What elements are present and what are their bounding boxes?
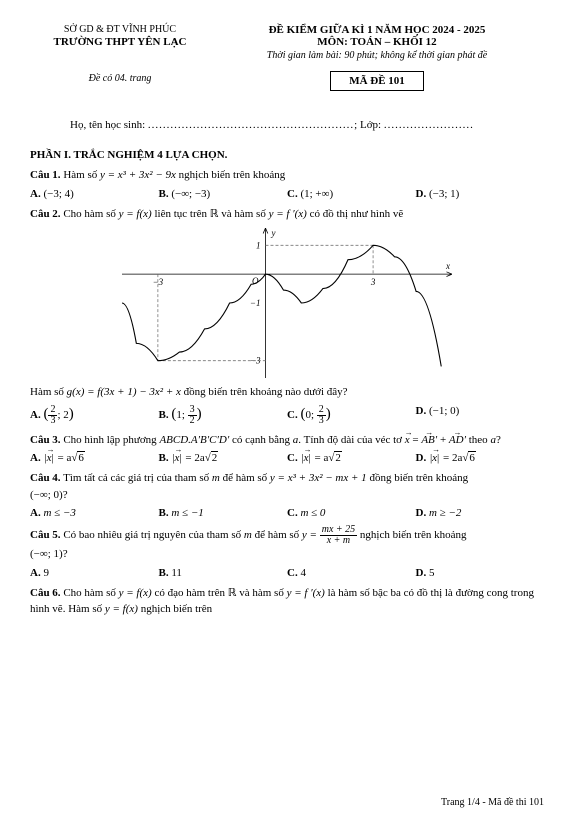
section1-title: PHẦN I. TRẮC NGHIỆM 4 LỰA CHỌN. bbox=[30, 149, 544, 161]
svg-text:O: O bbox=[252, 276, 259, 286]
q1-stem-b: nghịch biến trên khoảng bbox=[176, 169, 285, 181]
q2-label: Câu 2. bbox=[30, 208, 61, 220]
q4-opt-b: B. m ≤ −1 bbox=[159, 507, 288, 519]
q3-opt-c: C. x = a√2 bbox=[287, 452, 416, 464]
page-count: Đề có 04. trang bbox=[30, 73, 210, 91]
q4-opt-a: A. m ≤ −3 bbox=[30, 507, 159, 519]
q2-graph: xyO−331−1−3 bbox=[122, 228, 452, 378]
school-block: SỞ GD & ĐT VĨNH PHÚC TRƯỜNG THPT YÊN LẠC bbox=[30, 24, 210, 61]
q6-label: Câu 6. bbox=[30, 587, 61, 599]
q4-label: Câu 4. bbox=[30, 472, 61, 484]
name-line: Họ, tên học sinh: ......................… bbox=[70, 119, 544, 131]
exam-time: Thời gian làm bài: 90 phút; không kể thờ… bbox=[210, 50, 544, 61]
footer-page: Trang 1/4 - Mã đề thi 101 bbox=[441, 797, 544, 808]
department: SỞ GD & ĐT VĨNH PHÚC bbox=[30, 24, 210, 35]
exam-title: ĐỀ KIỂM GIỮA KÌ 1 NĂM HỌC 2024 - 2025 bbox=[210, 24, 544, 36]
q4-opt-c: C. m ≤ 0 bbox=[287, 507, 416, 519]
exam-subject: MÔN: TOÁN – KHỐI 12 bbox=[210, 36, 544, 48]
q5-opt-c: C. 4 bbox=[287, 567, 416, 579]
q1-opt-b: B. (−∞; −3) bbox=[159, 188, 288, 200]
q1-opt-c: C. (1; +∞) bbox=[287, 188, 416, 200]
q1-label: Câu 1. bbox=[30, 169, 61, 181]
q5-opt-d: D. 5 bbox=[416, 567, 545, 579]
q1-formula: y = x³ + 3x² − 9x bbox=[100, 169, 176, 181]
q5-label: Câu 5. bbox=[30, 529, 61, 541]
name-prefix: Họ, tên học sinh: bbox=[70, 119, 148, 131]
q2-opt-d: D. (−1; 0) bbox=[416, 405, 545, 426]
q5-opt-a: A. 9 bbox=[30, 567, 159, 579]
question-4: Câu 4. Tìm tất cả các giá trị của tham s… bbox=[30, 470, 544, 503]
q1-opt-a: A. (−3; 4) bbox=[30, 188, 159, 200]
q1-stem-a: Hàm số bbox=[61, 169, 100, 181]
question-1: Câu 1. Hàm số y = x³ + 3x² − 9x nghịch b… bbox=[30, 167, 544, 184]
q3-opt-a: A. x = a√6 bbox=[30, 452, 159, 464]
exam-block: ĐỀ KIỂM GIỮA KÌ 1 NĂM HỌC 2024 - 2025 MÔ… bbox=[210, 24, 544, 61]
svg-text:−1: −1 bbox=[250, 298, 261, 308]
svg-text:3: 3 bbox=[370, 277, 376, 287]
q4-opt-d: D. m ≥ −2 bbox=[416, 507, 545, 519]
svg-text:1: 1 bbox=[256, 240, 261, 250]
q2-opt-b: B. (1; 32) bbox=[159, 405, 288, 426]
q2-opt-a: A. (23; 2) bbox=[30, 405, 159, 426]
header: SỞ GD & ĐT VĨNH PHÚC TRƯỜNG THPT YÊN LẠC… bbox=[30, 24, 544, 61]
exam-code: MÃ ĐỀ 101 bbox=[330, 71, 424, 91]
svg-text:x: x bbox=[445, 261, 450, 271]
q2-options: A. (23; 2) B. (1; 32) C. (0; 23) D. (−1;… bbox=[30, 405, 544, 426]
q3-opt-b: B. x = 2a√2 bbox=[159, 452, 288, 464]
school-name: TRƯỜNG THPT YÊN LẠC bbox=[30, 36, 210, 48]
code-wrap: MÃ ĐỀ 101 bbox=[210, 61, 544, 91]
q5-opt-b: B. 11 bbox=[159, 567, 288, 579]
q4-options: A. m ≤ −3 B. m ≤ −1 C. m ≤ 0 D. m ≥ −2 bbox=[30, 507, 544, 519]
svg-text:y: y bbox=[270, 228, 275, 238]
q1-options: A. (−3; 4) B. (−∞; −3) C. (1; +∞) D. (−3… bbox=[30, 188, 544, 200]
class-dots: ........................ bbox=[384, 119, 474, 131]
question-5: Câu 5. Có bao nhiêu giá trị nguyên của t… bbox=[30, 525, 544, 563]
q2-opt-c: C. (0; 23) bbox=[287, 405, 416, 426]
name-dots: ........................................… bbox=[148, 119, 354, 131]
question-2: Câu 2. Cho hàm số y = f(x) liên tục trên… bbox=[30, 206, 544, 223]
class-prefix: ; Lớp: bbox=[354, 119, 384, 131]
q3-options: A. x = a√6 B. x = 2a√2 C. x = a√2 D. x =… bbox=[30, 452, 544, 464]
q3-label: Câu 3. bbox=[30, 434, 61, 446]
q1-opt-d: D. (−3; 1) bbox=[416, 188, 545, 200]
q5-options: A. 9 B. 11 C. 4 D. 5 bbox=[30, 567, 544, 579]
q2-tail: Hàm số g(x) = f(3x + 1) − 3x² + x đồng b… bbox=[30, 384, 544, 401]
header-row2: Đề có 04. trang MÃ ĐỀ 101 bbox=[30, 61, 544, 91]
q3-opt-d: D. x = 2a√6 bbox=[416, 452, 545, 464]
question-3: Câu 3. Cho hình lập phương ABCD.A′B′C′D′… bbox=[30, 432, 544, 449]
question-6: Câu 6. Cho hàm số y = f(x) có đạo hàm tr… bbox=[30, 585, 544, 618]
